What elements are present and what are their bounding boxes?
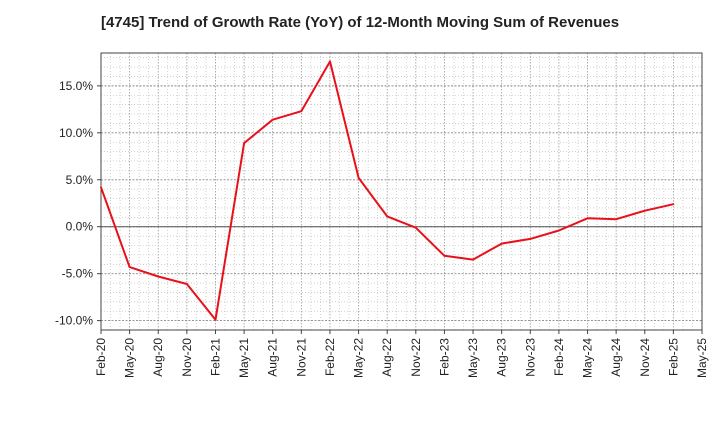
data-point [157,275,160,278]
x-tick-label: May-25 [695,338,709,378]
plot-border [100,52,703,331]
plot-area [101,53,702,330]
data-point [615,218,618,221]
data-point [414,226,417,229]
series-layer [100,60,675,321]
y-tick-label: -10.0% [55,314,93,328]
x-tick-label: Feb-23 [437,338,451,376]
x-tick-label: Aug-20 [151,338,165,377]
data-point [643,209,646,212]
data-point [271,118,274,121]
data-point [357,176,360,179]
data-point [214,318,217,321]
data-point [558,229,560,232]
x-tick-label: Aug-22 [380,338,394,377]
x-tick-label: Aug-23 [495,338,509,377]
data-point [586,217,589,220]
x-tick-label: May-22 [352,338,366,378]
x-tick-label: May-20 [123,338,137,378]
x-tick-label: Feb-20 [94,338,108,376]
x-tick-label: May-23 [466,338,480,378]
y-tick-label: -5.0% [62,267,94,281]
x-tick-label: May-24 [581,338,595,378]
data-point [243,142,245,145]
x-tick-label: Aug-21 [266,338,280,377]
y-tick-labels: 15.0% 10.0% 5.0% 0.0% -5.0% -10.0% [55,79,93,328]
y-tick-label: 10.0% [59,126,93,140]
x-tick-label: May-21 [237,338,251,378]
x-tick-label: Feb-25 [666,338,680,376]
data-point [529,238,532,240]
x-tick-label: Nov-20 [180,338,194,377]
data-point [100,186,102,189]
data-point [472,258,474,261]
x-tick-label: Nov-22 [409,338,423,377]
x-tick-label: Feb-21 [208,338,222,376]
grid [100,53,703,331]
chart-title: [4745] Trend of Growth Rate (YoY) of 12-… [100,14,620,31]
y-tick-label: 0.0% [66,220,94,234]
x-tick-label: Aug-24 [609,338,623,377]
data-point [672,203,675,206]
data-point [185,283,188,285]
data-point [500,242,503,245]
y-tick-label: 5.0% [66,173,94,187]
x-tick-label: Nov-24 [638,338,652,377]
data-point [329,60,331,63]
data-point [300,110,303,113]
y-tick-label: 15.0% [59,79,93,93]
data-point [443,254,446,257]
data-point [128,266,131,268]
x-tick-label: Feb-24 [552,338,566,376]
data-point [386,215,389,218]
x-tick-label: Nov-21 [294,338,308,377]
axes [97,52,703,334]
x-tick-labels: Feb-20 May-20 Aug-20 Nov-20 Feb-21 May-21 Aug-… [94,338,709,378]
x-tick-label: Feb-22 [323,338,337,376]
x-tick-label: Nov-23 [523,338,537,377]
